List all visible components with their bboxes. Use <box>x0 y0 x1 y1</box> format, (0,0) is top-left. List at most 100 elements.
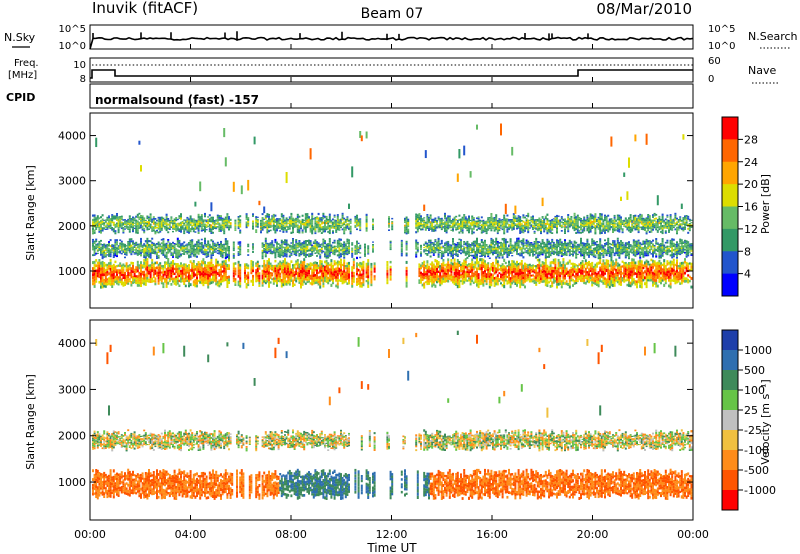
heatmap-cell <box>295 226 298 228</box>
heatmap-cell <box>272 247 275 249</box>
heatmap-cell <box>485 244 488 246</box>
heatmap-cell <box>314 244 317 246</box>
heatmap-cell <box>424 248 427 251</box>
heatmap-cell <box>333 222 336 225</box>
heatmap-cell <box>221 277 224 280</box>
heatmap-cell <box>216 249 219 252</box>
heatmap-cell <box>157 226 160 228</box>
heatmap-cell <box>352 280 355 283</box>
heatmap-cell <box>210 272 213 276</box>
heatmap-cell <box>269 267 272 270</box>
heatmap-cell <box>466 252 469 255</box>
heatmap-cell <box>135 247 138 249</box>
heatmap-cell <box>440 250 443 253</box>
heatmap-cell <box>488 267 491 271</box>
heatmap-cell <box>98 272 101 276</box>
heatmap-cell <box>149 252 152 255</box>
heatmap-cell <box>269 262 272 265</box>
heatmap-cell <box>266 231 269 234</box>
heatmap-cell <box>344 247 347 249</box>
heatmap-cell <box>210 224 213 227</box>
heatmap-cell <box>136 227 139 230</box>
heatmap-cell <box>418 263 421 266</box>
heatmap-cell <box>173 220 176 223</box>
heatmap-cell <box>304 243 307 246</box>
heatmap-cell <box>186 220 189 223</box>
heatmap-cell <box>316 223 318 226</box>
heatmap-cell <box>341 214 344 217</box>
heatmap-cell <box>488 227 491 230</box>
heatmap-cell <box>260 228 262 231</box>
heatmap-cell <box>303 226 306 228</box>
heatmap-cell <box>138 243 141 245</box>
heatmap-cell <box>237 251 240 253</box>
heatmap-cell <box>346 267 349 270</box>
heatmap-cell <box>296 271 299 275</box>
heatmap-cell <box>143 220 146 223</box>
heatmap-cell <box>116 265 118 268</box>
heatmap-cell <box>474 263 477 267</box>
heatmap-cell <box>469 246 472 248</box>
heatmap-cell <box>135 270 138 273</box>
heatmap-cell <box>96 250 99 252</box>
heatmap-cell <box>292 244 294 246</box>
heatmap-cell <box>405 275 408 279</box>
heatmap-cell <box>132 218 134 220</box>
heatmap-cell <box>245 263 248 266</box>
heatmap-cell <box>279 267 282 271</box>
heatmap-cell <box>213 273 216 277</box>
heatmap-cell <box>266 242 269 244</box>
heatmap-cell <box>144 279 147 283</box>
heatmap-cell <box>106 245 109 247</box>
heatmap-cell <box>245 274 248 278</box>
heatmap-cell <box>472 265 475 269</box>
heatmap-cell <box>426 244 429 246</box>
heatmap-cell <box>189 255 192 258</box>
heatmap-cell <box>493 249 496 252</box>
heatmap-cell <box>240 185 243 195</box>
heatmap-cell <box>224 224 227 227</box>
heatmap-cell <box>472 254 475 257</box>
heatmap-cell <box>220 280 222 283</box>
heatmap-cell <box>108 277 110 280</box>
heatmap-cell <box>204 212 206 216</box>
heatmap-cell <box>500 282 502 285</box>
heatmap-cell <box>196 226 198 228</box>
heatmap-cell <box>117 226 120 229</box>
heatmap-cell <box>466 242 469 245</box>
heatmap-cell <box>125 253 128 255</box>
heatmap-cell <box>448 251 451 253</box>
heatmap-cell <box>320 269 323 273</box>
heatmap-cell <box>199 221 202 223</box>
heatmap-cell <box>132 270 134 273</box>
heatmap-cell <box>431 221 434 224</box>
heatmap-cell <box>250 268 253 272</box>
heatmap-cell <box>490 283 493 287</box>
heatmap-cell <box>498 251 501 254</box>
heatmap-cell <box>344 229 347 231</box>
heatmap-cell <box>114 230 117 233</box>
heatmap-cell <box>200 250 203 252</box>
heatmap-cell <box>314 281 317 285</box>
heatmap-cell <box>109 249 112 252</box>
heatmap-cell <box>356 280 358 284</box>
heatmap-cell <box>373 275 376 278</box>
heatmap-cell <box>484 272 486 275</box>
heatmap-cell <box>287 276 290 279</box>
heatmap-cell <box>472 226 475 228</box>
heatmap-cell <box>269 224 272 227</box>
heatmap-cell <box>285 249 288 252</box>
heatmap-cell <box>452 240 454 243</box>
heatmap-cell <box>290 271 293 274</box>
heatmap-cell <box>444 278 446 281</box>
heatmap-cell <box>210 267 213 270</box>
heatmap-cell <box>466 248 469 251</box>
heatmap-cell <box>472 220 475 223</box>
heatmap-cell <box>109 253 112 256</box>
heatmap-cell <box>164 254 166 257</box>
heatmap-cell <box>367 262 370 266</box>
heatmap-cell <box>216 223 219 225</box>
heatmap-cell <box>136 224 139 228</box>
heatmap-cell <box>293 266 296 269</box>
heatmap-cell <box>341 248 344 251</box>
